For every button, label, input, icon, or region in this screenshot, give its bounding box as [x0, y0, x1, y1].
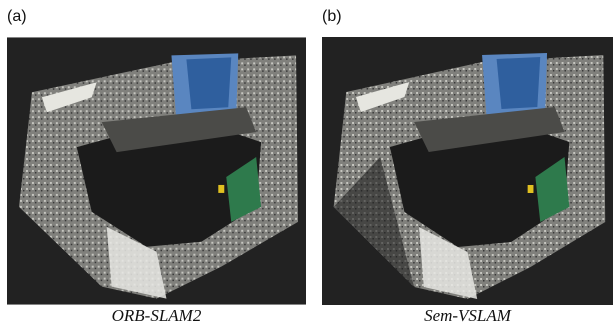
point-cloud-image: [7, 37, 306, 305]
caption: ORB-SLAM2: [7, 306, 306, 326]
panel-label: (a): [7, 8, 27, 26]
caption: Sem-VSLAM: [322, 306, 613, 326]
figure: (a) ORB-SLAM2 (b) Sem-VSLAM (() => { con…: [0, 0, 616, 329]
point-cloud-image: [322, 37, 613, 305]
panel-label: (b): [322, 8, 342, 26]
